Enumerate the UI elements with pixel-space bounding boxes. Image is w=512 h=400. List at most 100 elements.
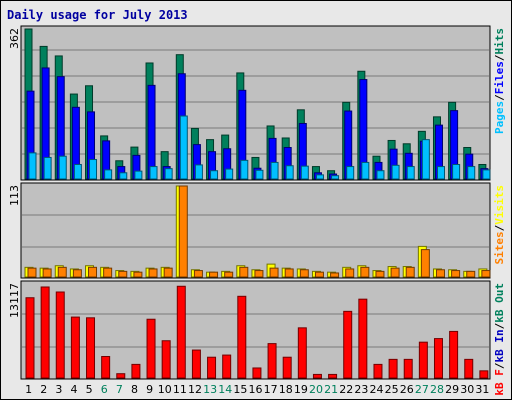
sites-bar — [254, 270, 264, 278]
kbytes-bar — [358, 298, 368, 379]
day-tick-label: 30 — [460, 383, 474, 396]
pages-bar — [164, 168, 173, 180]
legend-kb-out: kB Out — [493, 283, 506, 323]
kbytes-bar — [479, 370, 489, 379]
day-tick-label: 3 — [55, 383, 62, 396]
pages-bar — [58, 155, 67, 180]
kbytes-bar — [176, 285, 186, 379]
legend-separator: / — [493, 94, 506, 101]
kbytes-bar — [312, 373, 322, 379]
kbytes-bar — [86, 317, 96, 379]
pages-bar — [73, 163, 82, 180]
sites-bar — [420, 249, 430, 278]
pages-bar — [255, 169, 264, 180]
pages-bar — [436, 166, 445, 180]
legend-files: Files — [493, 61, 506, 94]
kbytes-bar — [237, 295, 247, 379]
kbytes-bar — [388, 358, 398, 379]
sites-bar — [163, 267, 173, 278]
pages-bar — [89, 159, 98, 180]
day-tick-label: 28 — [430, 383, 444, 396]
day-tick-label: 26 — [400, 383, 414, 396]
kbytes-bar — [40, 286, 50, 379]
day-tick-label: 10 — [158, 383, 172, 396]
kbytes-bar — [55, 291, 65, 379]
kbytes-bar — [191, 349, 201, 379]
legend-separator: / — [493, 322, 506, 329]
pages-bar — [119, 172, 128, 180]
day-tick-label: 20 — [309, 383, 323, 396]
kbytes-bar — [207, 356, 217, 379]
pages-bar — [179, 115, 188, 180]
day-tick-label: 1 — [25, 383, 32, 396]
kbytes-bar — [328, 373, 338, 379]
legend-separator: / — [493, 362, 506, 369]
kbytes-bar — [252, 367, 262, 379]
sites-bar — [299, 269, 309, 278]
day-tick-label: 12 — [188, 383, 202, 396]
day-tick-label: 25 — [385, 383, 399, 396]
sites-bar — [360, 266, 370, 278]
sites-bar — [481, 270, 491, 278]
legend-hits: Hits — [493, 28, 506, 55]
visits-sites-plot-area — [20, 182, 491, 279]
kbytes-bar — [403, 358, 413, 379]
day-tick-label: 31 — [475, 383, 489, 396]
day-tick-label: 18 — [279, 383, 293, 396]
sites-bar — [193, 270, 203, 278]
kbytes-bar — [297, 327, 307, 379]
hits-files-pages-max-label: 362 — [8, 28, 21, 49]
pages-bar — [361, 161, 370, 180]
pages-bar — [240, 159, 249, 180]
pages-bar — [315, 174, 324, 180]
pages-bar — [452, 163, 461, 180]
sites-bar — [314, 271, 324, 278]
kbytes-bar — [116, 373, 126, 379]
sites-bar — [239, 266, 249, 278]
day-tick-label: 6 — [101, 383, 108, 396]
day-tick-label: 4 — [70, 383, 77, 396]
kbytes-bar — [449, 330, 459, 379]
pages-bar — [421, 139, 430, 180]
kbytes-bar — [267, 343, 277, 379]
chart-title: Daily usage for July 2013 — [7, 8, 188, 22]
legend-sites: Sites — [493, 231, 506, 264]
legend-separator: / — [493, 224, 506, 231]
pages-bar — [376, 170, 385, 180]
pages-bar — [43, 156, 52, 180]
day-tick-label: 11 — [173, 383, 187, 396]
sites-bar — [72, 269, 82, 278]
day-tick-label: 17 — [264, 383, 278, 396]
day-tick-label: 21 — [324, 383, 338, 396]
day-tick-label: 13 — [203, 383, 217, 396]
legend-kb-f: kB F — [493, 369, 506, 396]
pages-bar — [210, 170, 219, 180]
sites-bar — [345, 268, 355, 278]
day-tick-label: 16 — [249, 383, 263, 396]
sites-bar — [375, 270, 385, 278]
day-tick-label: 5 — [86, 383, 93, 396]
kbytes-bar — [282, 356, 292, 379]
pages-bar — [406, 166, 415, 180]
day-tick-label: 7 — [116, 383, 123, 396]
day-tick-label: 14 — [218, 383, 232, 396]
day-tick-label: 29 — [445, 383, 459, 396]
legend-visits: Visits — [493, 185, 506, 225]
visits-sites-max-label: 113 — [8, 185, 21, 206]
kbytes-bar — [433, 338, 443, 379]
sites-bar — [451, 270, 461, 278]
day-tick-label: 27 — [415, 383, 429, 396]
day-tick-label: 24 — [370, 383, 384, 396]
kbytes-max-label: 13117 — [8, 283, 21, 318]
kbytes-bar — [222, 354, 232, 379]
legend-separator: / — [493, 54, 506, 61]
pages-bar — [194, 164, 203, 180]
kbytes-bar — [146, 318, 156, 379]
pages-bar — [149, 166, 158, 180]
pages-bar — [346, 166, 355, 180]
sites-bar — [284, 268, 294, 278]
kbytes-bar — [161, 340, 171, 379]
sites-bar — [435, 269, 445, 278]
pages-bar — [270, 161, 279, 180]
